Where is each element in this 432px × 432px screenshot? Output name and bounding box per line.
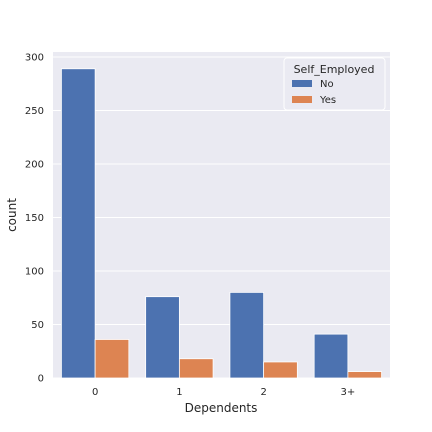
legend-swatch-no (292, 80, 312, 87)
y-tick-labels: 0 50 100 150 200 250 300 (25, 53, 44, 385)
legend-title: Self_Employed (294, 63, 375, 76)
y-tick-label: 50 (31, 320, 44, 331)
y-tick-label: 0 (38, 374, 44, 385)
x-tick-label: 2 (260, 387, 266, 398)
y-tick-label: 100 (25, 267, 44, 278)
legend-label-yes: Yes (319, 95, 336, 106)
x-tick-label: 0 (92, 387, 98, 398)
legend-label-no: No (320, 79, 334, 90)
bars (61, 68, 382, 379)
bar-no-3plus (313, 333, 349, 379)
y-tick-label: 150 (25, 213, 44, 224)
y-tick-label: 250 (25, 106, 44, 117)
bar-yes-1 (178, 358, 214, 379)
y-tick-label: 300 (25, 53, 44, 64)
legend-swatch-yes (292, 96, 312, 103)
bar-no-1 (145, 296, 180, 379)
y-axis-label: count (5, 198, 19, 232)
x-tick-labels: 0 1 2 3+ (92, 387, 355, 398)
bar-yes-0 (94, 339, 130, 379)
y-tick-label: 200 (25, 160, 44, 171)
x-tick-label: 1 (176, 387, 182, 398)
bar-no-2 (229, 291, 265, 379)
x-axis-label: Dependents (185, 401, 258, 415)
x-tick-label: 3+ (341, 387, 356, 398)
bar-no-0 (61, 68, 96, 379)
legend: Self_Employed No Yes (283, 57, 386, 111)
bar-yes-2 (263, 361, 298, 379)
bar-yes-3plus (347, 371, 382, 379)
